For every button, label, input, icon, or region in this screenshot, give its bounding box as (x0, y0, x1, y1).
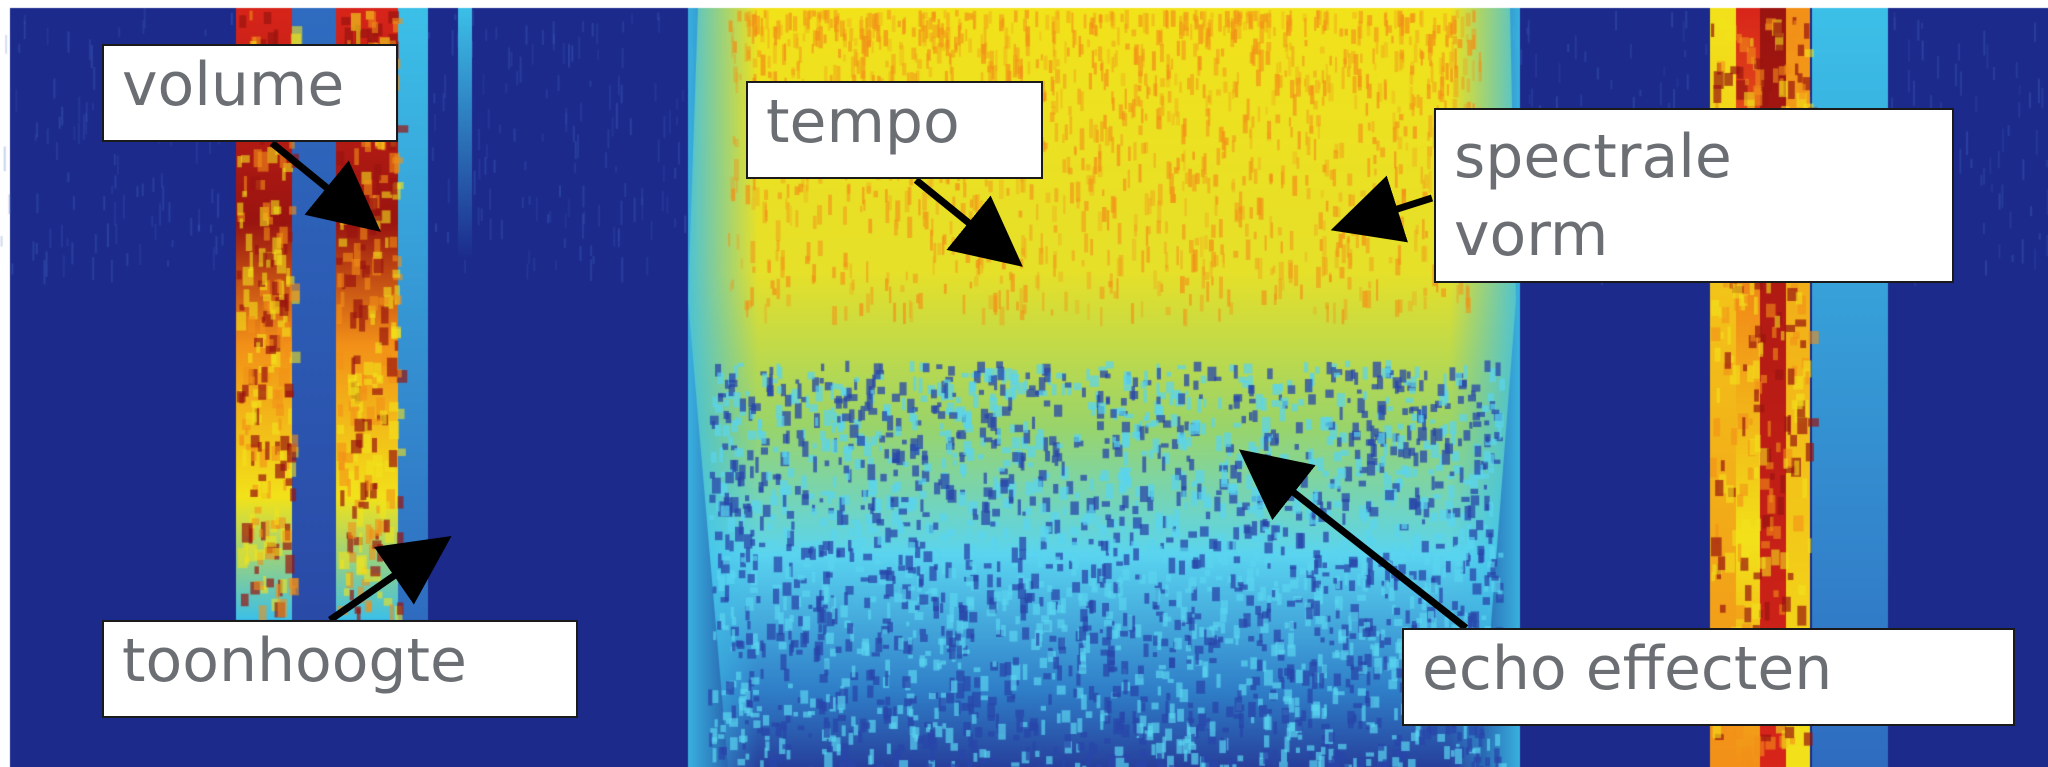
spectral-shape-label-line1: spectrale (1454, 122, 1732, 192)
echo-effects-label: echo effecten (1402, 628, 2015, 726)
pitch-label-text: toonhoogte (122, 626, 467, 696)
tempo-label-text: tempo (766, 87, 960, 157)
tempo-label: tempo (746, 81, 1043, 179)
volume-label: volume (102, 44, 398, 142)
spectral-shape-label-line2: vorm (1454, 200, 1609, 270)
spectral-shape-label: spectrale vorm (1434, 108, 1954, 283)
volume-label-text: volume (122, 50, 345, 120)
echo-effects-label-text: echo effecten (1422, 634, 1833, 704)
pitch-label: toonhoogte (102, 620, 578, 718)
